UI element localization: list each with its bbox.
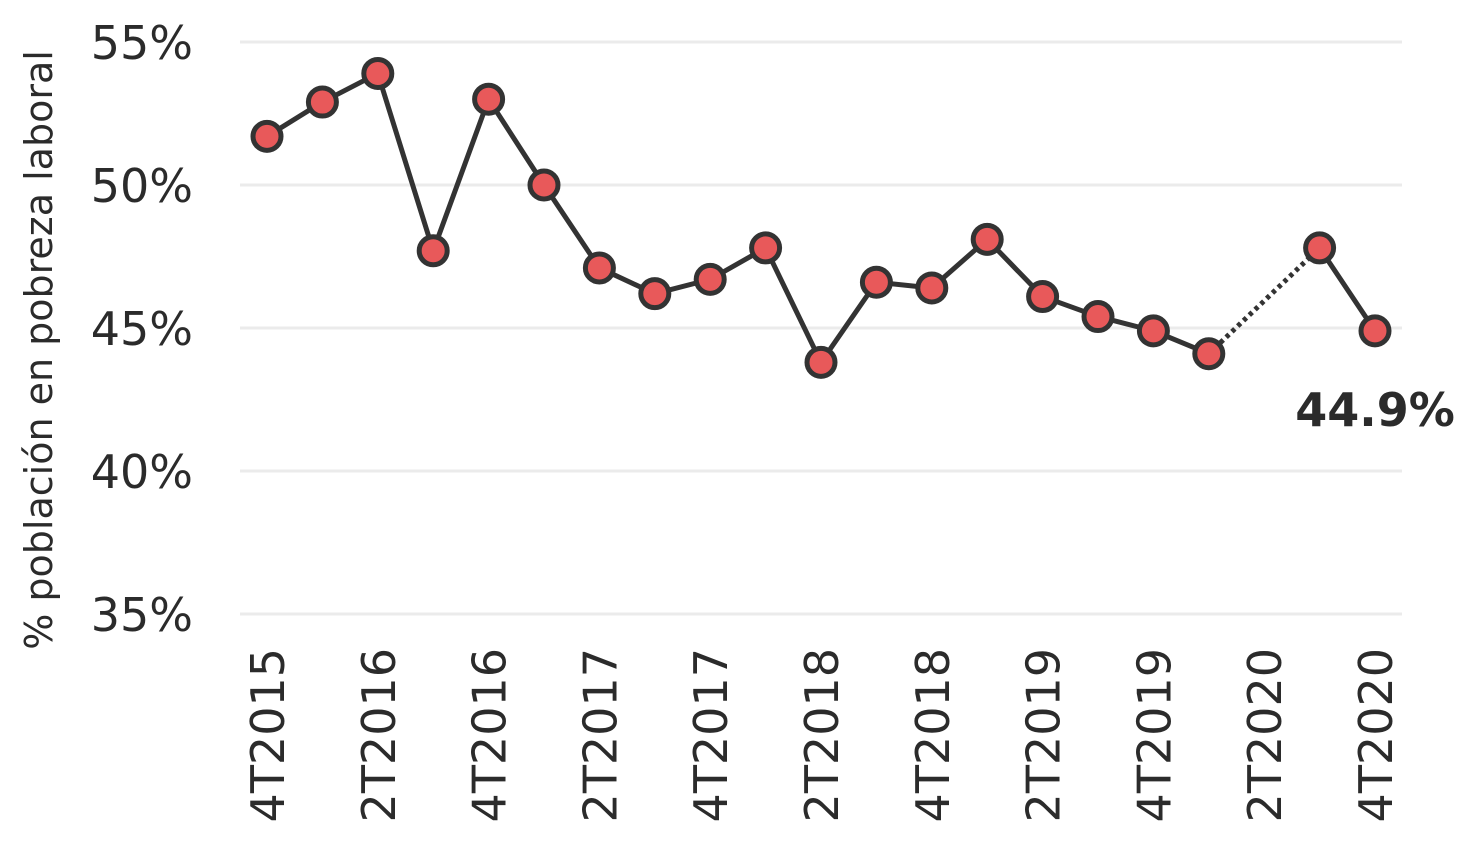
x-tick-label: 4T2019 [1127,648,1181,822]
x-tick-label: 2T2016 [352,648,406,822]
point [305,85,339,119]
x-tick-label: 4T2017 [684,648,738,822]
x-tick-label: 2T2018 [795,648,849,822]
x-tick-label: 2T2020 [1238,648,1292,822]
point [1192,337,1226,371]
point [527,168,561,202]
point [638,277,672,311]
point [1081,300,1115,334]
value-label: 44.9% [1295,383,1455,437]
point [416,234,450,268]
y-tick-label: 35% [91,588,193,642]
y-tick-label: 55% [91,16,193,70]
point [361,56,395,90]
point [1358,314,1392,348]
point [915,271,949,305]
point [749,231,783,265]
point [693,262,727,296]
point [859,265,893,299]
x-tick-label: 2T2019 [1017,648,1071,822]
y-tick-label: 50% [91,159,193,213]
point [970,222,1004,256]
x-tick-label: 4T2016 [463,648,517,822]
point [1136,314,1170,348]
y-tick-label: 45% [91,302,193,356]
line [265,70,1378,365]
point [1026,280,1060,314]
x-tick-label: 4T2020 [1349,648,1403,822]
x-tick-label: 4T2018 [906,648,960,822]
y-tick-label: 40% [91,445,193,499]
y-axis-label: % población en pobreza laboral [17,50,61,650]
gap-connector [1207,246,1322,356]
point [804,345,838,379]
point [582,251,616,285]
point [250,119,284,153]
x-tick-label: 2T2017 [573,648,627,822]
point [1303,231,1337,265]
x-tick-label: 4T2015 [241,648,295,822]
point [472,82,506,116]
